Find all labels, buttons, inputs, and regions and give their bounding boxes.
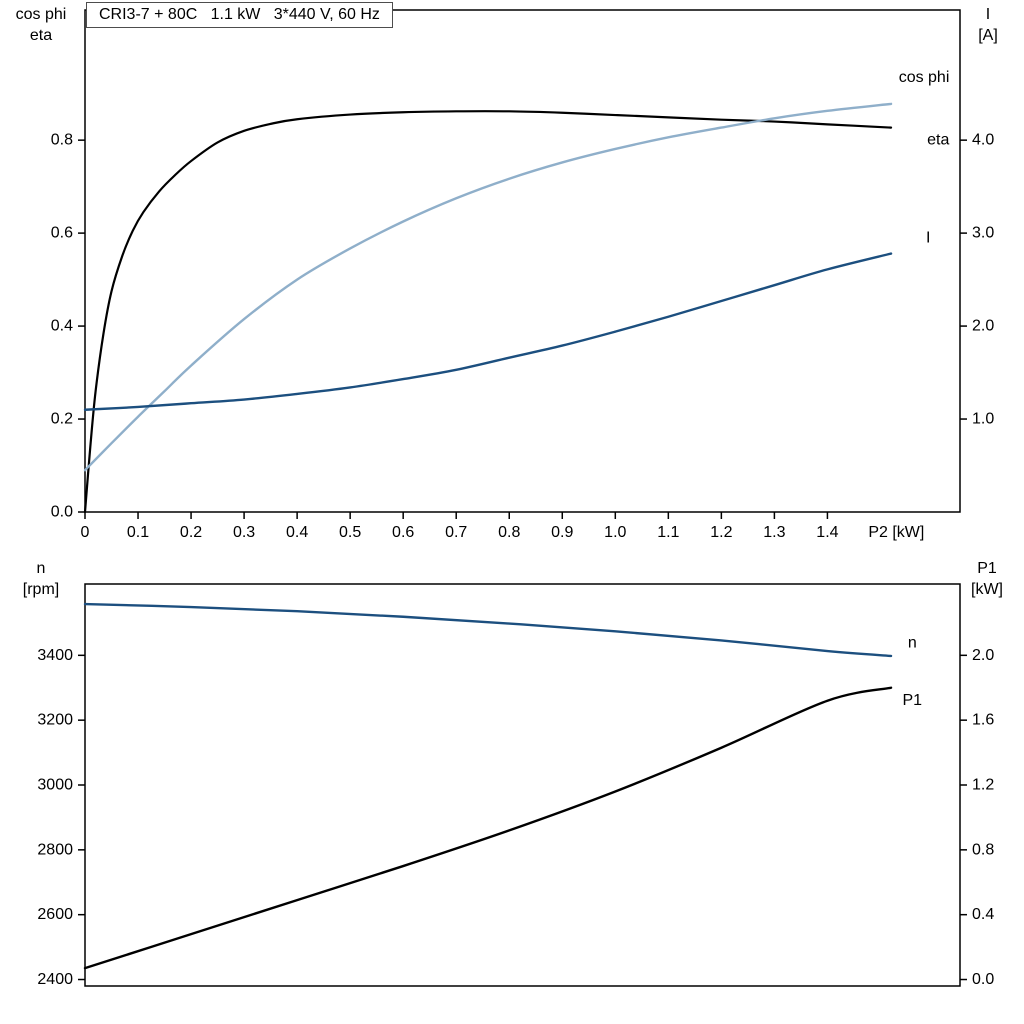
I-curve <box>83 252 893 411</box>
left-tick-label: 2600 <box>37 906 73 923</box>
right-tick-label: 4.0 <box>972 132 994 149</box>
x-tick-label: 0 <box>81 524 90 541</box>
x-tick-label: 1.2 <box>710 524 732 541</box>
chart-title: CRI3-7 + 80C 1.1 kW 3*440 V, 60 Hz <box>86 2 393 28</box>
left-tick-label: 3200 <box>37 712 73 729</box>
left-tick-label: 3000 <box>37 777 73 794</box>
left-tick-label: 2800 <box>37 841 73 858</box>
bottom-chart: 2400 2600 2800 3000 3200 3400 0.0 0.4 0.8 1.2 1.6 2… <box>37 583 994 988</box>
x-tick-label: 0.1 <box>127 524 149 541</box>
x-tick-label: 0.8 <box>498 524 520 541</box>
plot-frame <box>84 9 961 513</box>
cos-phi-curve <box>83 102 893 472</box>
x-tick-label: 0.3 <box>233 524 255 541</box>
x-tick-label: 0.6 <box>392 524 414 541</box>
x-tick-label: 1.4 <box>816 524 838 541</box>
x-axis-unit-label: P2 [kW] <box>868 524 924 541</box>
right-tick-label: 0.0 <box>972 971 994 988</box>
eta-curve-label: eta <box>927 132 949 149</box>
x-tick-label: 0.5 <box>339 524 361 541</box>
P1-curve <box>83 686 893 970</box>
left-tick-label: 0.2 <box>51 411 73 428</box>
x-tick-label: 1.1 <box>657 524 679 541</box>
x-tick-label: 0.7 <box>445 524 467 541</box>
P1-curve-label: P1 <box>902 692 922 709</box>
left-tick-label: 0.0 <box>51 504 73 521</box>
x-tick-label: 0.4 <box>286 524 308 541</box>
right-tick-label: 2.0 <box>972 647 994 664</box>
bottom-left-axis-title: n [rpm] <box>0 558 82 600</box>
right-tick-label: 3.0 <box>972 225 994 242</box>
top-left-axis-title: cos phi eta <box>0 4 82 46</box>
x-tick-label: 0.9 <box>551 524 573 541</box>
x-tick-label: 0.2 <box>180 524 202 541</box>
eta-curve <box>83 110 893 514</box>
n-curve <box>83 602 893 658</box>
n-curve-label: n <box>908 635 917 652</box>
top-chart: 0.0 0.2 0.4 0.6 0.8 1.0 2.0 3.0 4.0 0 0.1 0.2 0.3 0.4… <box>51 9 994 541</box>
axis-title-current: I <box>985 6 991 23</box>
cos-phi-curve-label: cos phi <box>899 69 950 86</box>
axis-title-current-unit: [A] <box>978 27 998 44</box>
x-tick-label: 1.0 <box>604 524 626 541</box>
left-tick-label: 3400 <box>37 647 73 664</box>
right-tick-label: 2.0 <box>972 318 994 335</box>
right-tick-label: 1.0 <box>972 411 994 428</box>
x-tick-label: 1.3 <box>763 524 785 541</box>
right-tick-label: 1.6 <box>972 712 994 729</box>
right-tick-label: 0.4 <box>972 906 994 923</box>
axis-title-cosphi: cos phi <box>15 6 67 23</box>
left-tick-label: 0.8 <box>51 132 73 149</box>
axis-title-speed-unit: [rpm] <box>22 581 60 598</box>
bottom-right-axis-title: P1 [kW] <box>952 558 1022 600</box>
top-right-axis-title: I [A] <box>956 4 1020 46</box>
left-tick-label: 2400 <box>37 971 73 988</box>
axis-title-eta: eta <box>29 27 53 44</box>
left-tick-label: 0.4 <box>51 318 73 335</box>
axis-title-speed: n <box>36 560 46 577</box>
axis-title-p1-unit: [kW] <box>971 581 1003 598</box>
I-curve-label: I <box>926 229 930 246</box>
axis-title-p1: P1 <box>977 560 997 577</box>
right-tick-label: 0.8 <box>972 841 994 858</box>
right-tick-label: 1.2 <box>972 777 994 794</box>
left-tick-label: 0.6 <box>51 225 73 242</box>
